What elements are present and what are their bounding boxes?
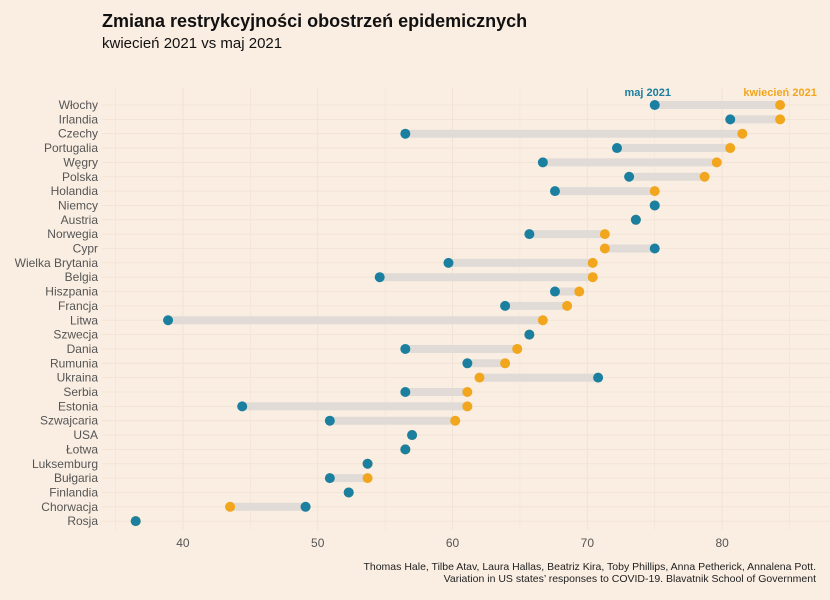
- x-tick-label: 50: [311, 536, 325, 550]
- y-tick-label: Hiszpania: [45, 285, 98, 299]
- point-may: [624, 171, 635, 182]
- y-tick-label: Łotwa: [66, 442, 98, 456]
- point-april: [562, 300, 573, 311]
- point-april: [775, 114, 786, 125]
- x-tick-label: 60: [446, 536, 460, 550]
- y-tick-label: Francja: [58, 299, 98, 313]
- y-tick-label: Czechy: [58, 127, 98, 141]
- y-tick-label: Szwecja: [53, 328, 98, 342]
- point-april: [474, 372, 485, 383]
- point-april: [587, 257, 598, 268]
- point-may: [725, 114, 736, 125]
- point-april: [462, 401, 473, 412]
- point-april: [711, 157, 722, 168]
- point-april: [599, 243, 610, 254]
- point-may: [343, 487, 354, 498]
- point-may: [237, 401, 248, 412]
- point-april: [500, 358, 511, 369]
- point-may: [593, 372, 604, 383]
- legend-may: maj 2021: [624, 87, 670, 99]
- point-may: [374, 272, 385, 283]
- point-may: [649, 100, 660, 110]
- y-tick-label: Serbia: [63, 385, 98, 399]
- y-tick-label: Holandia: [51, 184, 99, 198]
- point-may: [400, 343, 411, 354]
- point-may: [537, 157, 548, 168]
- y-tick-label: Włochy: [59, 98, 98, 112]
- point-april: [512, 343, 523, 354]
- point-april: [725, 143, 736, 154]
- chart-title: Zmiana restrykcyjności obostrzeń epidemi…: [102, 11, 528, 31]
- point-may: [324, 415, 335, 426]
- point-may: [300, 501, 311, 512]
- caption-line-2: Variation in US states’ responses to COV…: [443, 573, 816, 585]
- point-april: [574, 286, 585, 297]
- point-april: [649, 186, 660, 197]
- point-april: [699, 171, 710, 182]
- point-may: [362, 458, 373, 469]
- point-may: [549, 186, 560, 197]
- y-tick-label: Portugalia: [44, 141, 98, 155]
- point-may: [630, 214, 641, 225]
- y-tick-label: Rumunia: [50, 356, 98, 370]
- y-tick-label: Litwa: [70, 313, 98, 327]
- point-may: [400, 128, 411, 139]
- y-tick-label: Ukraina: [57, 371, 99, 385]
- y-tick-label: Bułgaria: [54, 471, 98, 485]
- y-tick-label: Luksemburg: [32, 457, 98, 471]
- point-may: [611, 143, 622, 154]
- point-may: [130, 516, 141, 527]
- point-may: [524, 329, 535, 340]
- x-tick-label: 40: [176, 536, 190, 550]
- chart-subtitle: kwiecień 2021 vs maj 2021: [102, 35, 283, 52]
- y-tick-label: Niemcy: [58, 198, 98, 212]
- y-tick-label: Austria: [61, 213, 99, 227]
- y-tick-label: Rosja: [67, 514, 98, 528]
- y-tick-label: Chorwacja: [41, 500, 98, 514]
- point-april: [362, 473, 373, 484]
- point-april: [537, 315, 548, 326]
- legend-april: kwiecień 2021: [743, 87, 816, 99]
- y-tick-label: Finlandia: [49, 485, 98, 499]
- y-tick-label: Wielka Brytania: [15, 256, 99, 270]
- point-may: [500, 300, 511, 311]
- y-tick-label: Dania: [67, 342, 99, 356]
- point-may: [549, 286, 560, 297]
- y-tick-label: Szwajcaria: [40, 414, 98, 428]
- point-may: [163, 315, 174, 326]
- point-april: [450, 415, 461, 426]
- x-tick-label: 80: [715, 536, 729, 550]
- y-tick-label: Irlandia: [59, 112, 99, 126]
- y-tick-label: Węgry: [63, 155, 98, 169]
- point-may: [407, 430, 418, 441]
- y-tick-label: Belgia: [65, 270, 99, 284]
- y-tick-label: USA: [73, 428, 98, 442]
- point-april: [462, 387, 473, 397]
- point-april: [737, 128, 748, 139]
- point-april: [225, 501, 236, 512]
- x-tick-label: 70: [581, 536, 595, 550]
- point-may: [400, 444, 411, 455]
- y-tick-label: Polska: [62, 170, 98, 184]
- point-may: [324, 473, 335, 484]
- y-tick-label: Norwegia: [47, 227, 98, 241]
- point-may: [400, 387, 411, 397]
- y-tick-label: Cypr: [73, 242, 98, 256]
- y-tick-label: Estonia: [58, 399, 98, 413]
- point-may: [443, 257, 454, 268]
- point-may: [524, 229, 535, 240]
- point-april: [587, 272, 598, 283]
- point-may: [649, 200, 660, 211]
- point-may: [649, 243, 660, 254]
- caption-line-1: Thomas Hale, Tilbe Atav, Laura Hallas, B…: [363, 561, 816, 573]
- point-april: [775, 100, 786, 110]
- point-april: [599, 229, 610, 240]
- point-may: [462, 358, 473, 369]
